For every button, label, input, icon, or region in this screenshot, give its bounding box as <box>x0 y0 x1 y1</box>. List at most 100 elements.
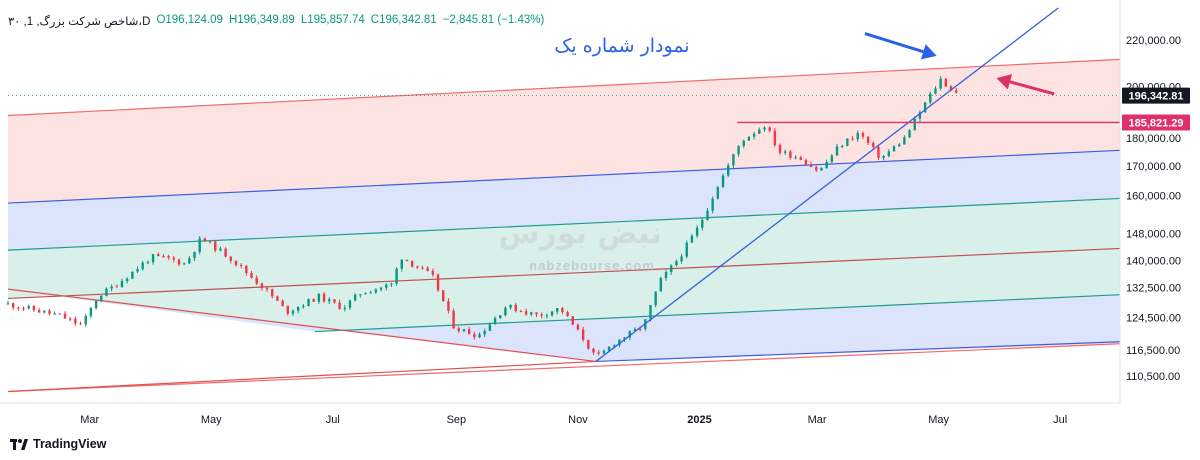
candle <box>670 265 673 273</box>
x-tick-label: May <box>928 414 949 426</box>
candle <box>296 307 300 311</box>
candle <box>763 127 766 130</box>
candle <box>53 313 56 315</box>
pink-arrow-head[interactable] <box>996 74 1013 90</box>
candle <box>758 129 761 134</box>
symbol-legend: ۳۰ ,1 ,شاخص شرکت بزرگ،D O196,124.09 H196… <box>8 14 544 28</box>
x-tick-label: Mar <box>80 414 99 426</box>
candle <box>944 78 948 87</box>
x-tick-label: May <box>201 414 222 426</box>
channel-band-red-top <box>8 59 1120 204</box>
blue-arrow-shaft[interactable] <box>864 32 924 54</box>
x-tick-label: Jul <box>326 414 340 426</box>
candle <box>607 346 611 351</box>
candle <box>742 140 745 146</box>
candle <box>79 323 82 325</box>
candle <box>685 242 688 257</box>
candle <box>809 164 813 167</box>
open-value: O196,124.09 <box>156 14 223 26</box>
pivot-line-0[interactable] <box>7 288 596 363</box>
candle <box>799 157 802 161</box>
candle <box>825 161 828 168</box>
tradingview-brand: TradingView <box>33 437 107 451</box>
candle <box>208 241 212 243</box>
y-tick-label: 110,500.00 <box>1126 371 1180 383</box>
candle <box>892 146 896 152</box>
candle <box>804 160 808 165</box>
tradingview-footer[interactable]: TradingView <box>10 437 106 451</box>
candle <box>706 210 709 221</box>
trendline[interactable] <box>595 7 1059 362</box>
pink-arrow-shaft[interactable] <box>1009 80 1055 96</box>
candle <box>711 198 714 211</box>
candle <box>307 299 310 306</box>
x-tick-label: Mar <box>808 414 827 426</box>
candle <box>675 261 678 266</box>
candle <box>436 274 440 291</box>
candle <box>592 348 595 353</box>
annotation-title[interactable]: نمودار شماره یک <box>554 35 689 57</box>
candle <box>908 130 911 138</box>
candle <box>390 283 393 285</box>
candle <box>581 329 585 340</box>
candle <box>504 307 507 316</box>
candle <box>348 300 352 308</box>
candle <box>68 318 72 320</box>
candle <box>317 293 321 302</box>
candle <box>457 328 460 331</box>
candle <box>923 102 927 113</box>
channel-line-mid-upper[interactable] <box>7 149 1121 204</box>
candle <box>654 291 657 306</box>
candle <box>820 167 823 171</box>
y-tick-label: 170,000.00 <box>1126 161 1181 173</box>
candle <box>597 352 600 354</box>
candle <box>245 265 248 273</box>
candle <box>89 308 93 317</box>
candle <box>861 132 865 137</box>
candle <box>333 299 336 303</box>
watermark-url: nabzebourse.com <box>529 258 655 273</box>
candle <box>768 127 771 131</box>
channel-line-teal-lower[interactable] <box>314 294 1121 333</box>
candle <box>851 138 854 140</box>
candle <box>94 300 98 309</box>
candle <box>747 136 751 141</box>
channel-line-upper[interactable] <box>7 58 1121 117</box>
candle <box>789 151 792 158</box>
candle <box>530 312 533 315</box>
candle <box>442 290 445 302</box>
change-value: −2,845.81 (−1.43%) <box>442 14 545 26</box>
candle <box>291 310 295 314</box>
channel-line-mid-lower[interactable] <box>595 341 1121 363</box>
candle <box>120 281 124 287</box>
candle <box>467 329 471 335</box>
candle <box>426 267 429 271</box>
candle <box>462 329 466 331</box>
y-tick-label: 160,000.00 <box>1126 190 1181 202</box>
y-tick-label: 148,000.00 <box>1126 228 1181 240</box>
channel-line-teal-upper[interactable] <box>7 197 1121 251</box>
candle <box>400 259 403 269</box>
candle <box>856 132 859 140</box>
candle <box>63 313 67 319</box>
blue-arrow-head[interactable] <box>920 44 937 60</box>
candle <box>84 316 87 325</box>
candle <box>866 136 870 143</box>
candle <box>840 145 844 147</box>
candle <box>550 311 554 316</box>
candle <box>172 257 176 260</box>
channel-line-median[interactable] <box>7 247 1121 300</box>
candle <box>369 292 372 294</box>
candle <box>695 227 699 236</box>
candle <box>115 286 119 288</box>
candle <box>452 310 455 329</box>
candle <box>17 307 20 309</box>
symbol-name[interactable]: ۳۰ ,1 ,شاخص شرکت بزرگ،D <box>8 16 151 28</box>
pivot-line-1[interactable] <box>7 360 596 393</box>
candle <box>271 289 274 297</box>
channel-line-lower[interactable] <box>7 343 1121 393</box>
candle <box>954 90 958 93</box>
y-tick-label: 140,000.00 <box>1126 255 1181 267</box>
candle <box>167 256 170 258</box>
